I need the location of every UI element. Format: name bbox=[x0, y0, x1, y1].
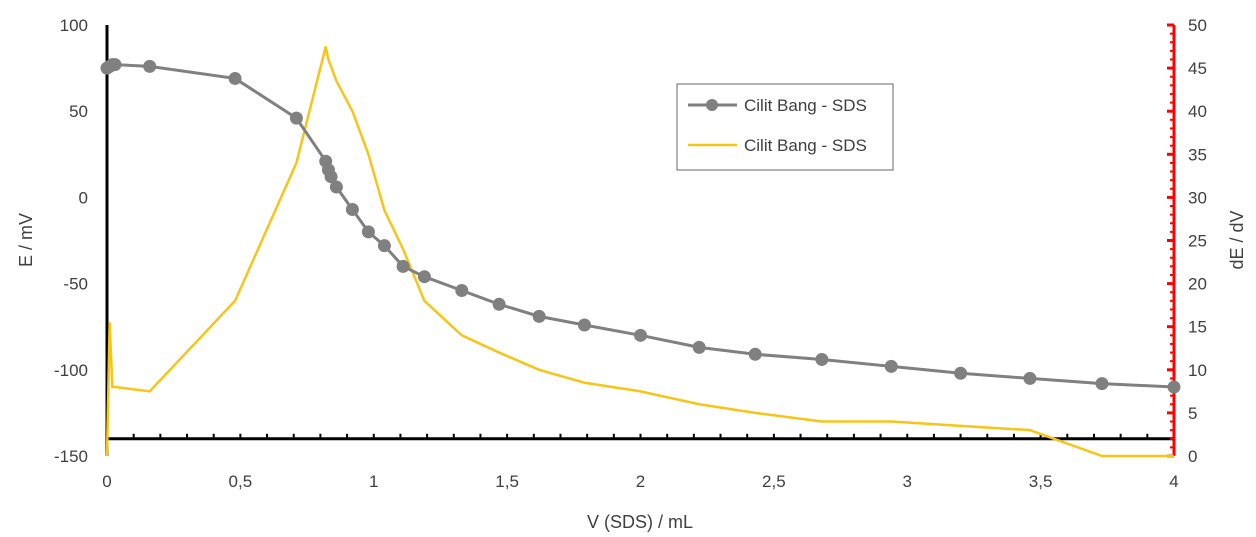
y2-tick-label: 0 bbox=[1188, 447, 1197, 466]
data-point bbox=[532, 309, 546, 323]
data-point bbox=[324, 170, 338, 184]
y2-axis-title: dE / dV bbox=[1227, 210, 1247, 269]
data-point bbox=[228, 71, 242, 85]
data-point bbox=[455, 283, 469, 297]
y2-tick-label: 15 bbox=[1188, 318, 1207, 337]
x-tick-label: 3 bbox=[903, 472, 912, 491]
data-point bbox=[361, 225, 375, 239]
y2-tick-label: 45 bbox=[1188, 59, 1207, 78]
data-point bbox=[1095, 377, 1109, 391]
data-point bbox=[345, 202, 359, 216]
y-tick-label: 0 bbox=[79, 188, 88, 207]
data-point bbox=[492, 297, 506, 311]
x-tick-label: 0 bbox=[102, 472, 111, 491]
data-point bbox=[143, 59, 157, 73]
y2-tick-label: 50 bbox=[1188, 16, 1207, 35]
y2-tick-label: 40 bbox=[1188, 102, 1207, 121]
x-tick-label: 4 bbox=[1169, 472, 1178, 491]
x-tick-label: 3,5 bbox=[1029, 472, 1053, 491]
y2-tick-label: 10 bbox=[1188, 361, 1207, 380]
data-point bbox=[815, 352, 829, 366]
legend-label-potential: Cilit Bang - SDS bbox=[744, 96, 867, 115]
y-tick-label: -150 bbox=[54, 447, 88, 466]
series-potential-markers bbox=[100, 58, 1181, 394]
y2-tick-label: 5 bbox=[1188, 404, 1197, 423]
y-axis-title: E / mV bbox=[16, 213, 36, 267]
data-point bbox=[692, 340, 706, 354]
data-point bbox=[417, 270, 431, 284]
data-point bbox=[748, 347, 762, 361]
data-point bbox=[108, 58, 122, 72]
y2-tick-label: 35 bbox=[1188, 145, 1207, 164]
legend: Cilit Bang - SDS Cilit Bang - SDS bbox=[676, 83, 894, 171]
y-tick-label: -100 bbox=[54, 361, 88, 380]
x-tick-labels: 0 0,5 1 1,5 2 2,5 3 3,5 4 bbox=[102, 472, 1178, 491]
legend-label-derivative: Cilit Bang - SDS bbox=[744, 136, 867, 155]
series-derivative-line bbox=[105, 46, 1174, 458]
y2-tick-label: 30 bbox=[1188, 188, 1207, 207]
y-tick-labels: 100 50 0 -50 -100 -150 bbox=[54, 16, 88, 466]
x-axis-title: V (SDS) / mL bbox=[587, 512, 693, 532]
x-minor-ticks bbox=[132, 433, 1149, 439]
legend-marker-potential bbox=[706, 99, 718, 111]
y2-tick-label: 20 bbox=[1188, 275, 1207, 294]
data-point bbox=[396, 259, 410, 273]
y-tick-label: -50 bbox=[63, 275, 88, 294]
data-point bbox=[884, 359, 898, 373]
data-point bbox=[289, 111, 303, 125]
y-tick-label: 50 bbox=[69, 102, 88, 121]
x-tick-label: 1 bbox=[369, 472, 378, 491]
data-point bbox=[577, 318, 591, 332]
x-tick-label: 2,5 bbox=[762, 472, 786, 491]
data-point bbox=[377, 239, 391, 253]
y2-minor-ticks bbox=[1167, 23, 1174, 458]
data-point bbox=[1023, 371, 1037, 385]
data-point bbox=[1167, 380, 1181, 394]
data-point bbox=[329, 180, 343, 194]
data-point bbox=[634, 328, 647, 342]
y-tick-label: 100 bbox=[60, 16, 88, 35]
data-point bbox=[954, 366, 968, 380]
legend-box bbox=[676, 83, 894, 171]
x-tick-label: 2 bbox=[636, 472, 645, 491]
x-tick-label: 0,5 bbox=[229, 472, 253, 491]
x-tick-label: 1,5 bbox=[495, 472, 519, 491]
y2-tick-label: 25 bbox=[1188, 232, 1207, 251]
